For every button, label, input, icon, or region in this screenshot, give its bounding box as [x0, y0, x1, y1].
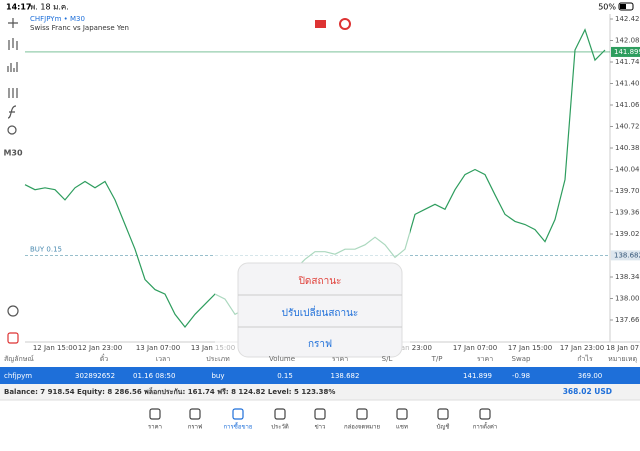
close-position[interactable]: ปิดสถานะ: [298, 276, 341, 287]
y-tick-label: 142.080: [615, 37, 640, 45]
column-header: ราคา: [332, 355, 348, 363]
tab-icon[interactable]: [437, 408, 449, 420]
y-tick-label: 139.360: [615, 209, 640, 217]
cell: -0.98: [512, 372, 530, 380]
current-price-tag: [611, 46, 640, 57]
tab-label[interactable]: กราฟ: [188, 424, 202, 431]
cell: 138.682: [331, 372, 360, 380]
cell: chfjpym: [4, 372, 32, 380]
tab-icon[interactable]: [314, 408, 326, 420]
cell: 0.15: [277, 372, 293, 380]
cell: 01.16 08:50: [133, 372, 175, 380]
x-tick-label: 12 Jan 15:00: [33, 344, 77, 352]
column-header: Volume: [269, 355, 295, 363]
column-header: T/P: [431, 355, 443, 363]
flag-icon: [315, 20, 326, 28]
y-tick-label: 140.040: [615, 166, 640, 174]
objects-icon[interactable]: [7, 125, 17, 135]
chart-option[interactable]: กราฟ: [308, 339, 332, 350]
status-time: 14:17: [6, 3, 31, 12]
y-tick-label: 142.420: [615, 15, 640, 23]
y-tick-label: 141.740: [615, 58, 640, 66]
column-header: สัญลักษณ์: [4, 355, 34, 363]
column-header: ตั๋ว: [100, 354, 109, 363]
x-tick-label: 12 Jan 23:00: [78, 344, 122, 352]
x-tick-label: 18 Jan 07:0: [606, 344, 640, 352]
bars-icon[interactable]: [7, 62, 18, 72]
cell: 369.00: [578, 372, 603, 380]
x-tick-label: 17 Jan 23:00: [560, 344, 604, 352]
y-tick-label: 140.380: [615, 144, 640, 152]
y-tick-label: 139.020: [615, 230, 640, 238]
y-tick-label: 138.340: [615, 273, 640, 281]
summary-total: 368.02 USD: [563, 387, 612, 396]
timeframe[interactable]: M30: [3, 149, 23, 158]
x-tick-label: 17 Jan 07:00: [453, 344, 497, 352]
current-price-label: 141.899: [614, 48, 640, 56]
x-tick-label: 6 Jan 23:00: [392, 344, 432, 352]
summary-bar: [0, 384, 640, 400]
battery-icon: [618, 2, 634, 11]
y-tick-label: 140.720: [615, 123, 640, 131]
column-header: เวลา: [156, 355, 171, 363]
trade-icon[interactable]: [7, 332, 19, 344]
battery-level: [620, 4, 626, 9]
popup: ปิดสถานะ ปรับเปลี่ยนสถานะ กราฟ: [215, 230, 410, 358]
tab-label[interactable]: ประวัติ: [271, 424, 289, 431]
x-tick-label: 13 Jan 07:00: [136, 344, 180, 352]
modify-position[interactable]: ปรับเปลี่ยนสถานะ: [282, 305, 359, 319]
tab-label[interactable]: ข่าว: [315, 424, 326, 431]
y-tick-label: 141.400: [615, 80, 640, 88]
indicators-icon[interactable]: [8, 88, 18, 98]
column-header: กำไร: [577, 354, 593, 363]
tab-label[interactable]: กล่องจดหมาย: [344, 424, 380, 431]
tab-icon[interactable]: [356, 408, 368, 420]
chart-symbol: CHFJPYm • M30: [30, 15, 85, 23]
column-header: หมายเหตุ: [608, 355, 637, 363]
column-header: Swap: [512, 355, 531, 363]
position-label: BUY 0.15: [30, 245, 62, 253]
y-tick-label: 139.700: [615, 187, 640, 195]
tab-label[interactable]: การซื้อขาย: [224, 421, 253, 431]
crosshair-icon[interactable]: [8, 18, 18, 28]
tab-icon[interactable]: [232, 408, 244, 420]
tab-icon[interactable]: [479, 408, 491, 420]
popup-box: [237, 262, 403, 358]
status-battery: 50%: [598, 3, 616, 12]
summary: Balance: 7 918.54 Equity: 8 286.56 พล็อก…: [4, 387, 335, 396]
cell: 302892652: [75, 372, 115, 380]
status-date: พ. 18 ม.ค.: [30, 3, 69, 12]
y-tick-label: 138.000: [615, 295, 640, 303]
column-header: S/L: [382, 355, 393, 363]
x-tick-label: 17 Jan 15:00: [508, 344, 552, 352]
column-header: ประเภท: [206, 355, 230, 363]
tab-icon[interactable]: [189, 408, 201, 420]
tab-icon[interactable]: [149, 408, 161, 420]
cell: 141.899: [463, 372, 492, 380]
tab-label[interactable]: บัญชี: [437, 423, 450, 431]
chart-description: Swiss Franc vs Japanese Yen: [30, 24, 129, 32]
y-tick-label: 141.060: [615, 101, 640, 109]
cell: buy: [211, 372, 224, 380]
tab-icon[interactable]: [274, 408, 286, 420]
position-tag: [611, 250, 640, 261]
flag-icon: [339, 18, 351, 30]
column-header: ราคา: [477, 355, 493, 363]
toolbar[interactable]: [7, 18, 19, 344]
search-icon[interactable]: [7, 305, 19, 317]
tab-label[interactable]: แชท: [396, 424, 408, 431]
candles-icon[interactable]: [8, 38, 18, 50]
tab-icon[interactable]: [396, 408, 408, 420]
selected-row[interactable]: [0, 367, 640, 384]
tab-label[interactable]: การตั้งค่า: [473, 421, 497, 431]
x-tick-label: 13 Jan 15:00: [191, 344, 235, 352]
tab-label[interactable]: ราคา: [148, 424, 162, 431]
y-tick-label: 137.660: [615, 316, 640, 324]
function-icon[interactable]: [7, 105, 17, 119]
position-price-label: 138.682: [614, 251, 640, 259]
